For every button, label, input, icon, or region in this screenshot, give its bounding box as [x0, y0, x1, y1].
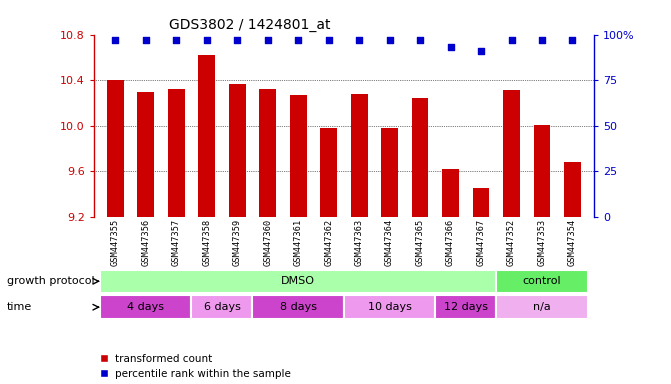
Bar — [381, 128, 398, 217]
Legend: transformed count, percentile rank within the sample: transformed count, percentile rank withi… — [99, 354, 291, 379]
Bar — [168, 89, 185, 217]
Point — [110, 37, 121, 43]
Point — [415, 37, 425, 43]
Text: 12 days: 12 days — [444, 302, 488, 312]
Bar — [351, 94, 368, 217]
Text: GSM447355: GSM447355 — [111, 218, 120, 266]
Text: GSM447352: GSM447352 — [507, 218, 516, 266]
Bar — [100, 295, 191, 319]
Bar — [138, 91, 154, 217]
Bar — [259, 89, 276, 217]
Bar — [191, 295, 252, 319]
Bar — [564, 162, 581, 217]
Point — [293, 37, 303, 43]
Point — [445, 44, 456, 50]
Text: 8 days: 8 days — [280, 302, 317, 312]
Text: GSM447362: GSM447362 — [324, 218, 333, 266]
Bar — [100, 270, 497, 293]
Bar — [344, 295, 435, 319]
Text: GDS3802 / 1424801_at: GDS3802 / 1424801_at — [169, 18, 330, 32]
Text: GSM447356: GSM447356 — [142, 218, 150, 266]
Bar — [290, 95, 307, 217]
Bar — [472, 189, 489, 217]
Text: GSM447366: GSM447366 — [446, 218, 455, 266]
Text: GSM447354: GSM447354 — [568, 218, 577, 266]
Point — [476, 48, 486, 54]
Text: GSM447364: GSM447364 — [385, 218, 394, 266]
Text: GSM447358: GSM447358 — [202, 218, 211, 266]
Bar — [442, 169, 459, 217]
Bar — [435, 295, 497, 319]
Text: n/a: n/a — [533, 302, 551, 312]
Bar — [533, 125, 550, 217]
Point — [384, 37, 395, 43]
Point — [354, 37, 364, 43]
Text: GSM447357: GSM447357 — [172, 218, 180, 266]
Text: control: control — [523, 276, 562, 286]
Text: 4 days: 4 days — [127, 302, 164, 312]
Point — [323, 37, 334, 43]
Point — [201, 37, 212, 43]
Bar — [503, 90, 520, 217]
Point — [567, 37, 578, 43]
Text: GSM447363: GSM447363 — [355, 218, 364, 266]
Point — [140, 37, 151, 43]
Point — [506, 37, 517, 43]
Text: GSM447360: GSM447360 — [263, 218, 272, 266]
Text: 10 days: 10 days — [368, 302, 411, 312]
Point — [171, 37, 182, 43]
Text: GSM447353: GSM447353 — [537, 218, 546, 266]
Point — [232, 37, 243, 43]
Text: time: time — [7, 302, 32, 312]
Bar — [252, 295, 344, 319]
Point — [262, 37, 273, 43]
Text: GSM447367: GSM447367 — [476, 218, 486, 266]
Text: GSM447359: GSM447359 — [233, 218, 242, 266]
Bar — [497, 295, 588, 319]
Point — [537, 37, 548, 43]
Text: DMSO: DMSO — [281, 276, 315, 286]
Bar — [107, 80, 123, 217]
Bar — [497, 270, 588, 293]
Text: 6 days: 6 days — [203, 302, 240, 312]
Text: GSM447361: GSM447361 — [294, 218, 303, 266]
Text: growth protocol: growth protocol — [7, 276, 95, 286]
Bar — [320, 128, 337, 217]
Bar — [412, 98, 429, 217]
Text: GSM447365: GSM447365 — [415, 218, 425, 266]
Bar — [199, 55, 215, 217]
Bar — [229, 84, 246, 217]
